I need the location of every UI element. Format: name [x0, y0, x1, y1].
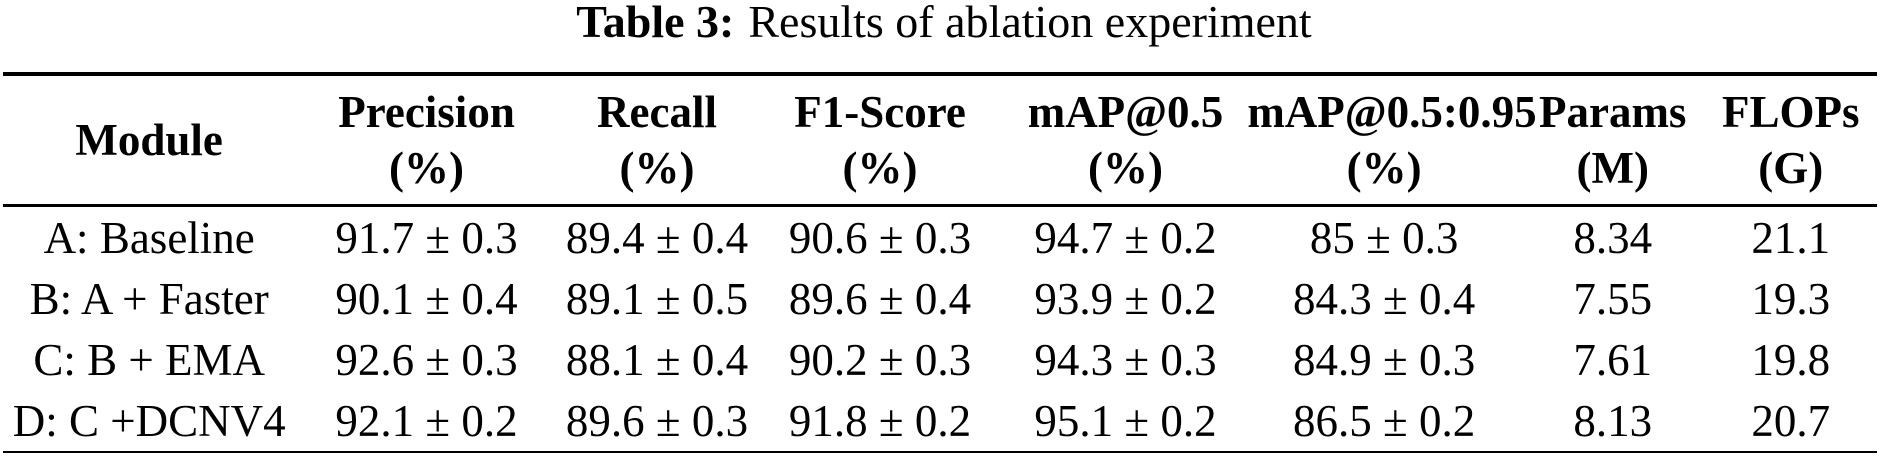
cell-params: 8.13	[1573, 395, 1653, 446]
cell-f1-score: 90.6 ± 0.3	[788, 212, 972, 263]
header-row: Module Precision (%) Recall (%) F1-Score	[3, 74, 1877, 206]
header-unit: (M)	[1576, 143, 1649, 193]
header-unit: (%)	[619, 143, 695, 193]
header-label: mAP@0.5	[1027, 87, 1224, 137]
header-cell-map05-095: mAP@0.5:0.95 (%)	[1247, 74, 1537, 206]
cell-map05: 95.1 ± 0.2	[1034, 395, 1217, 446]
ablation-results-table: Module Precision (%) Recall (%) F1-Score	[3, 72, 1877, 453]
cell-f1-score: 89.6 ± 0.4	[788, 273, 972, 324]
header-label: F1-Score	[794, 87, 966, 137]
header-label: Precision	[338, 87, 515, 137]
cell-f1-score: 90.2 ± 0.3	[788, 334, 972, 385]
header-cell-recall: Recall (%)	[558, 74, 757, 206]
header-cell-f1-score: F1-Score (%)	[756, 74, 1003, 206]
cell-params: 7.55	[1573, 273, 1653, 324]
cell-map05: 94.7 ± 0.2	[1034, 212, 1217, 263]
cell-precision: 90.1 ± 0.4	[335, 273, 518, 324]
header-unit: (%)	[1346, 143, 1422, 193]
cell-module: C: B + EMA	[33, 334, 265, 385]
cell-map05-095: 86.5 ± 0.2	[1293, 395, 1476, 446]
caption-label: Table 3:	[576, 0, 735, 47]
cell-map05: 94.3 ± 0.3	[1034, 334, 1217, 385]
cell-module: A: Baseline	[43, 212, 255, 263]
cell-recall: 88.1 ± 0.4	[565, 334, 749, 385]
table-row: A: Baseline 91.7 ± 0.3 89.4 ± 0.4 90.6 ±…	[3, 206, 1877, 269]
cell-recall: 89.1 ± 0.5	[565, 273, 749, 324]
header-cell-params: Params (M)	[1521, 74, 1705, 206]
cell-precision: 91.7 ± 0.3	[335, 212, 518, 263]
table-row: B: A + Faster 90.1 ± 0.4 89.1 ± 0.5 89.6…	[3, 268, 1877, 329]
header-cell-module: Module	[3, 74, 295, 206]
header-unit: (%)	[842, 143, 918, 193]
header-unit: (%)	[389, 143, 465, 193]
cell-f1-score: 91.8 ± 0.2	[788, 395, 972, 446]
header-cell-precision: Precision (%)	[295, 74, 557, 206]
cell-params: 7.61	[1573, 334, 1653, 385]
cell-precision: 92.1 ± 0.2	[335, 395, 518, 446]
caption-text: Results of ablation experiment	[748, 0, 1312, 47]
table-caption: Table 3: Results of ablation experiment	[0, 0, 1888, 48]
cell-flops: 20.7	[1751, 395, 1831, 446]
header-cell-flops: FLOPs (G)	[1705, 74, 1877, 206]
header-unit: (%)	[1088, 143, 1163, 193]
header-cell-map05: mAP@0.5 (%)	[1004, 74, 1248, 206]
header-label: Module	[75, 115, 223, 165]
cell-flops: 21.1	[1751, 212, 1831, 263]
cell-map05: 93.9 ± 0.2	[1034, 273, 1217, 324]
table-row: D: C +DCNV4 92.1 ± 0.2 89.6 ± 0.3 91.8 ±…	[3, 390, 1877, 452]
table-header: Module Precision (%) Recall (%) F1-Score	[3, 74, 1877, 206]
table-row: C: B + EMA 92.6 ± 0.3 88.1 ± 0.4 90.2 ± …	[3, 329, 1877, 390]
table-body: A: Baseline 91.7 ± 0.3 89.4 ± 0.4 90.6 ±…	[3, 206, 1877, 453]
cell-precision: 92.6 ± 0.3	[335, 334, 518, 385]
cell-map05-095: 85 ± 0.3	[1309, 212, 1459, 263]
cell-map05-095: 84.9 ± 0.3	[1293, 334, 1476, 385]
cell-recall: 89.6 ± 0.3	[565, 395, 749, 446]
cell-recall: 89.4 ± 0.4	[565, 212, 749, 263]
header-label: Params	[1538, 87, 1687, 137]
cell-module: B: A + Faster	[29, 273, 269, 324]
header-label: Recall	[597, 87, 717, 137]
header-label: FLOPs	[1722, 87, 1860, 137]
cell-params: 8.34	[1573, 212, 1653, 263]
cell-flops: 19.8	[1751, 334, 1831, 385]
cell-module: D: C +DCNV4	[12, 395, 286, 446]
header-label: mAP@0.5:0.95	[1247, 87, 1537, 137]
cell-map05-095: 84.3 ± 0.4	[1293, 273, 1476, 324]
cell-flops: 19.3	[1751, 273, 1831, 324]
header-unit: (G)	[1758, 143, 1824, 193]
